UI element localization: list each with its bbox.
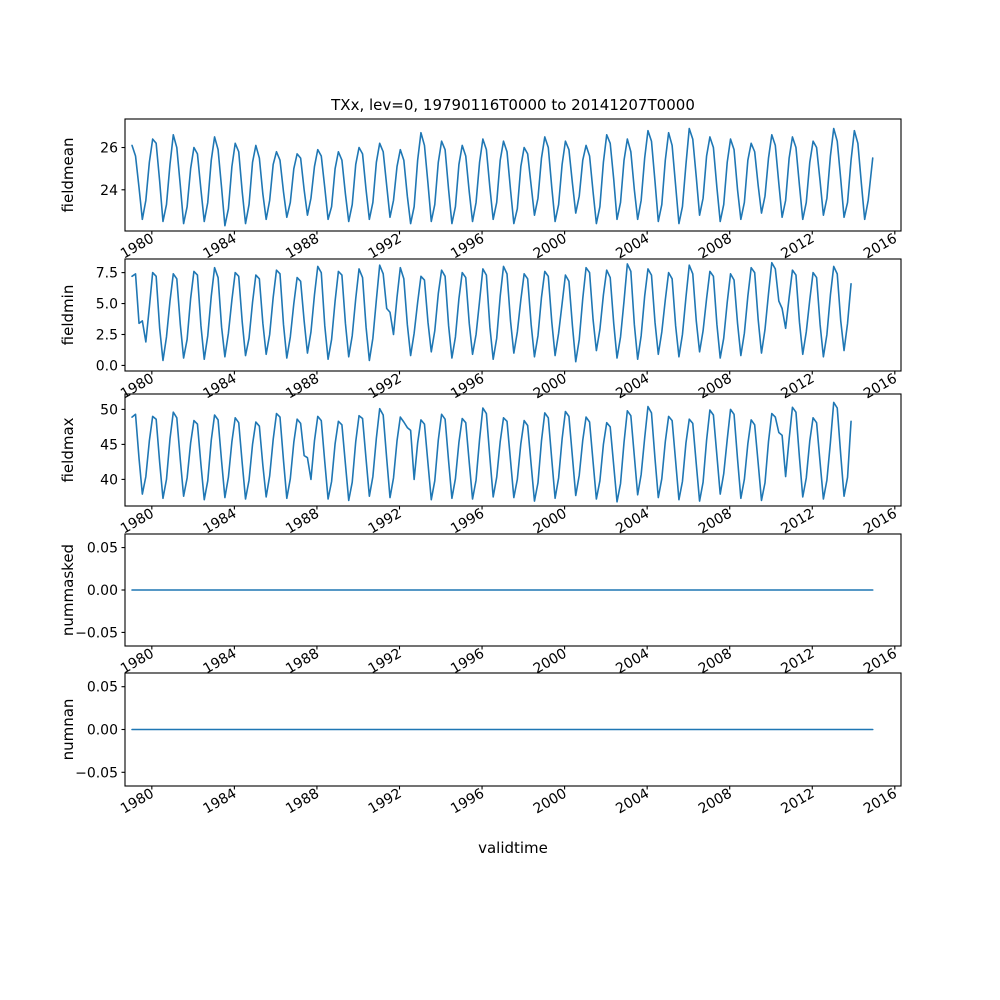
x-tick-label: 2012 — [778, 786, 817, 818]
x-tick-label: 2012 — [778, 371, 817, 403]
x-tick-label: 2016 — [861, 231, 900, 263]
x-tick-label: 1984 — [201, 231, 240, 263]
x-tick-label: 1984 — [201, 786, 240, 818]
x-tick-label: 1984 — [201, 371, 240, 403]
x-tick-label: 2000 — [531, 231, 570, 263]
y-axis-label-numnan: numnan — [59, 699, 77, 761]
y-tick-label: 0.05 — [87, 680, 118, 696]
data-line-fieldmean — [131, 127, 874, 227]
x-axis-label: validtime — [478, 839, 548, 857]
x-tick-label: 1992 — [366, 786, 405, 818]
y-tick-label: −0.05 — [75, 625, 118, 641]
x-tick-label: 1980 — [118, 786, 157, 818]
x-tick-label: 2012 — [778, 506, 817, 538]
subplot-numnan: −0.05 0.00 0.05 1980 1984 1988 1992 1996 2000 200… — [59, 672, 902, 818]
x-tick-label: 2000 — [531, 506, 570, 538]
x-tick-label: 1988 — [283, 371, 322, 403]
axes-frame — [124, 118, 902, 232]
y-tick-label: 0.00 — [87, 583, 118, 599]
x-tick-label: 2000 — [531, 786, 570, 818]
x-tick-label: 2008 — [696, 506, 735, 538]
x-tick-label: 1980 — [118, 506, 157, 538]
x-tick-label: 1992 — [366, 371, 405, 403]
x-tick-label: 1996 — [448, 231, 487, 263]
y-tick-label: 45 — [100, 437, 118, 453]
subplot-fieldmin: 0.0 2.5 5.0 7.5 1980 1984 1988 1992 1996 2000 2004… — [59, 258, 902, 403]
x-tick-label: 2004 — [613, 371, 652, 403]
x-tick-label: 1992 — [366, 506, 405, 538]
x-tick-label: 2016 — [861, 786, 900, 818]
y-axis-label-fieldmax: fieldmax — [59, 417, 77, 482]
y-tick-label: 2.5 — [96, 327, 118, 343]
axes-frame — [124, 258, 902, 372]
x-tick-label: 2008 — [696, 231, 735, 263]
y-tick-label: 50 — [100, 402, 118, 418]
x-tick-label: 1980 — [118, 371, 157, 403]
x-tick-label: 2016 — [861, 371, 900, 403]
x-tick-label: 2012 — [778, 231, 817, 263]
x-tick-label: 2008 — [696, 786, 735, 818]
x-tick-label: 2004 — [613, 231, 652, 263]
x-tick-label: 2004 — [613, 786, 652, 818]
y-tick-label: 5.0 — [96, 297, 118, 313]
x-tick-label: 1988 — [283, 786, 322, 818]
subplot-fieldmean: 24 26 1980 1984 1988 1992 1996 2000 2004 2008 2012… — [59, 118, 902, 263]
x-tick-label: 2000 — [531, 371, 570, 403]
y-tick-label: 0.0 — [96, 358, 118, 374]
x-tick-label: 2016 — [861, 506, 900, 538]
x-tick-label: 1996 — [448, 506, 487, 538]
x-tick-label: 2004 — [613, 506, 652, 538]
y-tick-label: 26 — [100, 141, 118, 157]
x-tick-label: 2008 — [696, 371, 735, 403]
y-tick-label: 24 — [100, 183, 118, 199]
x-tick-label: 1996 — [448, 786, 487, 818]
x-tick-label: 1996 — [448, 371, 487, 403]
x-tick-label: 1988 — [283, 231, 322, 263]
data-line-fieldmin — [131, 261, 852, 363]
x-tick-label: 1992 — [366, 231, 405, 263]
x-tick-label: 1984 — [201, 506, 240, 538]
subplot-fieldmax: 40 45 50 1980 1984 1988 1992 1996 2000 2004 2008 20… — [59, 393, 902, 538]
y-axis-label-nummasked: nummasked — [59, 544, 77, 636]
y-tick-label: −0.05 — [75, 765, 118, 781]
y-tick-label: 0.00 — [87, 723, 118, 739]
x-tick-label: 1988 — [283, 506, 322, 538]
data-line-fieldmax — [131, 401, 852, 503]
y-tick-label: 7.5 — [96, 266, 118, 282]
axes-frame — [124, 393, 902, 507]
y-axis-label-fieldmean: fieldmean — [59, 138, 77, 213]
y-tick-label: 40 — [100, 472, 118, 488]
y-axis-label-fieldmin: fieldmin — [59, 285, 77, 346]
x-tick-label: 1980 — [118, 231, 157, 263]
y-tick-label: 0.05 — [87, 541, 118, 557]
figure-title: TXx, lev=0, 19790116T0000 to 20141207T00… — [330, 96, 695, 114]
